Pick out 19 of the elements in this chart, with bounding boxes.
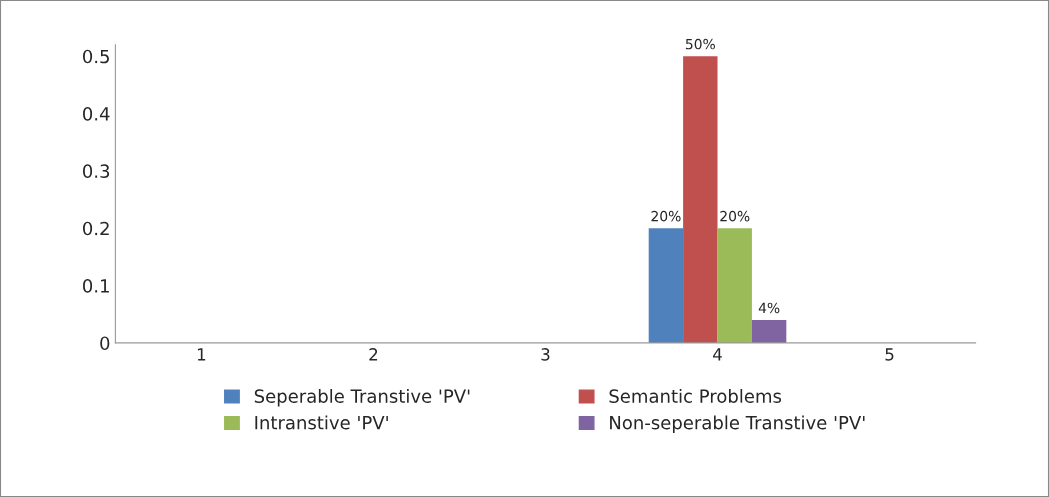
data-label: 20% [720, 210, 750, 222]
y-tick-label: 0.4 [83, 107, 110, 121]
legend-label: Semantic Problems [609, 389, 782, 403]
y-tick-label: 0.5 [83, 49, 109, 64]
data-label: 20% [651, 210, 681, 222]
y-tick-label: 0 [100, 336, 110, 351]
x-tick-label: 4 [713, 348, 722, 361]
data-label: 4% [758, 302, 780, 314]
x-tick-label: 1 [197, 348, 206, 361]
x-tick-label: 5 [885, 348, 894, 361]
x-tick-label: 3 [541, 348, 550, 361]
legend-label: Intranstive 'PV' [255, 415, 388, 430]
y-tick-label: 0.2 [83, 221, 109, 236]
legend-label: Non-seperable Transtive 'PV' [610, 415, 865, 433]
x-tick-label: 2 [369, 348, 378, 361]
legend-label: Seperable Transtive 'PV' [254, 389, 470, 407]
data-label: 50% [685, 38, 715, 50]
y-tick-label: 0.3 [83, 164, 110, 179]
y-tick-label: 0.1 [83, 279, 109, 293]
